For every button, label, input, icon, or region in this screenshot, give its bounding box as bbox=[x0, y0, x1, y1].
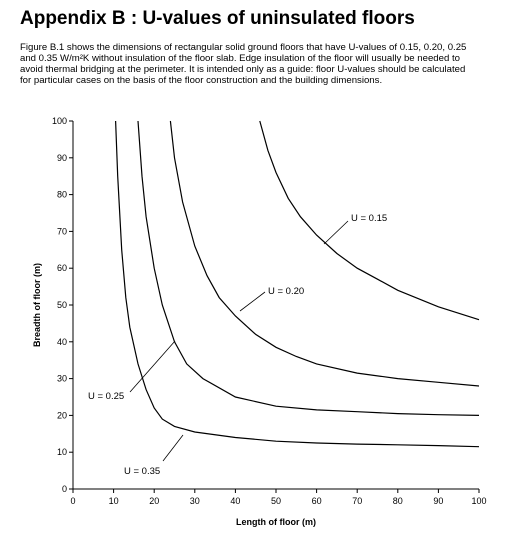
x-tick-label: 20 bbox=[149, 496, 159, 506]
curve bbox=[137, 120, 480, 416]
x-tick-label: 60 bbox=[312, 496, 322, 506]
curve bbox=[115, 120, 480, 448]
y-tick-label: 60 bbox=[57, 263, 67, 273]
y-axis-label: Breadth of floor (m) bbox=[32, 263, 42, 347]
series-label: U = 0.35 bbox=[124, 466, 160, 477]
curve bbox=[259, 120, 480, 321]
x-tick-label: 50 bbox=[271, 496, 281, 506]
y-tick-label: 90 bbox=[57, 153, 67, 163]
x-tick-label: 70 bbox=[352, 496, 362, 506]
paragraph-line: avoid thermal bridging at the perimeter.… bbox=[20, 64, 465, 75]
paragraph-line: Figure B.1 shows the dimensions of recta… bbox=[20, 42, 466, 53]
y-tick-label: 40 bbox=[57, 337, 67, 347]
x-tick-label: 10 bbox=[109, 496, 119, 506]
y-tick-label: 50 bbox=[57, 300, 67, 310]
y-tick-label: 70 bbox=[57, 226, 67, 236]
x-tick-label: 30 bbox=[190, 496, 200, 506]
series-label: U = 0.25 bbox=[88, 391, 124, 402]
leader-line bbox=[129, 340, 176, 393]
x-tick-label: 80 bbox=[393, 496, 403, 506]
x-tick-label: 100 bbox=[471, 496, 486, 506]
paragraph-line: for particular cases on the basis of the… bbox=[20, 75, 382, 86]
paragraph-line: and 0.35 W/m²K without insulation of the… bbox=[20, 53, 460, 64]
x-tick-label: 0 bbox=[70, 496, 75, 506]
leader-line bbox=[239, 291, 266, 312]
page-title: Appendix B : U-values of uninsulated flo… bbox=[20, 8, 415, 29]
x-axis-label: Length of floor (m) bbox=[236, 517, 316, 527]
series-label: U = 0.15 bbox=[351, 213, 387, 224]
y-tick-label: 30 bbox=[57, 374, 67, 384]
leader-line bbox=[323, 220, 349, 245]
series-label: U = 0.20 bbox=[268, 286, 304, 297]
y-tick-label: 0 bbox=[62, 484, 67, 494]
x-tick-label: 90 bbox=[433, 496, 443, 506]
y-tick-label: 80 bbox=[57, 190, 67, 200]
y-tick-label: 20 bbox=[57, 410, 67, 420]
y-tick-label: 10 bbox=[57, 447, 67, 457]
curve bbox=[169, 120, 480, 387]
leader-line bbox=[162, 434, 184, 462]
y-tick-label: 100 bbox=[52, 116, 67, 126]
x-tick-label: 40 bbox=[230, 496, 240, 506]
